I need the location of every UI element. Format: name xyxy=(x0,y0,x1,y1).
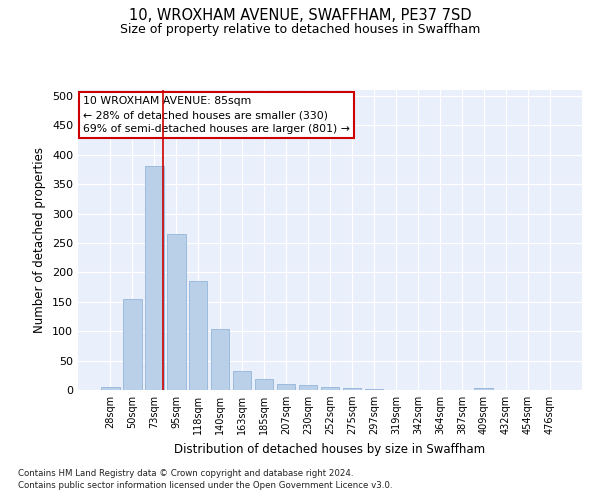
Bar xyxy=(211,330,229,390)
Bar xyxy=(189,281,208,390)
Bar xyxy=(101,387,119,390)
Text: 10 WROXHAM AVENUE: 85sqm
← 28% of detached houses are smaller (330)
69% of semi-: 10 WROXHAM AVENUE: 85sqm ← 28% of detach… xyxy=(83,96,350,134)
Bar xyxy=(277,384,295,390)
Bar xyxy=(167,234,185,390)
Text: 10, WROXHAM AVENUE, SWAFFHAM, PE37 7SD: 10, WROXHAM AVENUE, SWAFFHAM, PE37 7SD xyxy=(128,8,472,22)
Bar xyxy=(299,386,317,390)
Bar xyxy=(343,388,361,390)
Bar xyxy=(255,380,274,390)
Text: Contains HM Land Registry data © Crown copyright and database right 2024.: Contains HM Land Registry data © Crown c… xyxy=(18,468,353,477)
Text: Contains public sector information licensed under the Open Government Licence v3: Contains public sector information licen… xyxy=(18,481,392,490)
Bar xyxy=(320,387,340,390)
Bar xyxy=(233,370,251,390)
Bar xyxy=(123,299,142,390)
Bar xyxy=(145,166,164,390)
Bar xyxy=(475,388,493,390)
Text: Distribution of detached houses by size in Swaffham: Distribution of detached houses by size … xyxy=(175,442,485,456)
Text: Size of property relative to detached houses in Swaffham: Size of property relative to detached ho… xyxy=(120,22,480,36)
Y-axis label: Number of detached properties: Number of detached properties xyxy=(34,147,46,333)
